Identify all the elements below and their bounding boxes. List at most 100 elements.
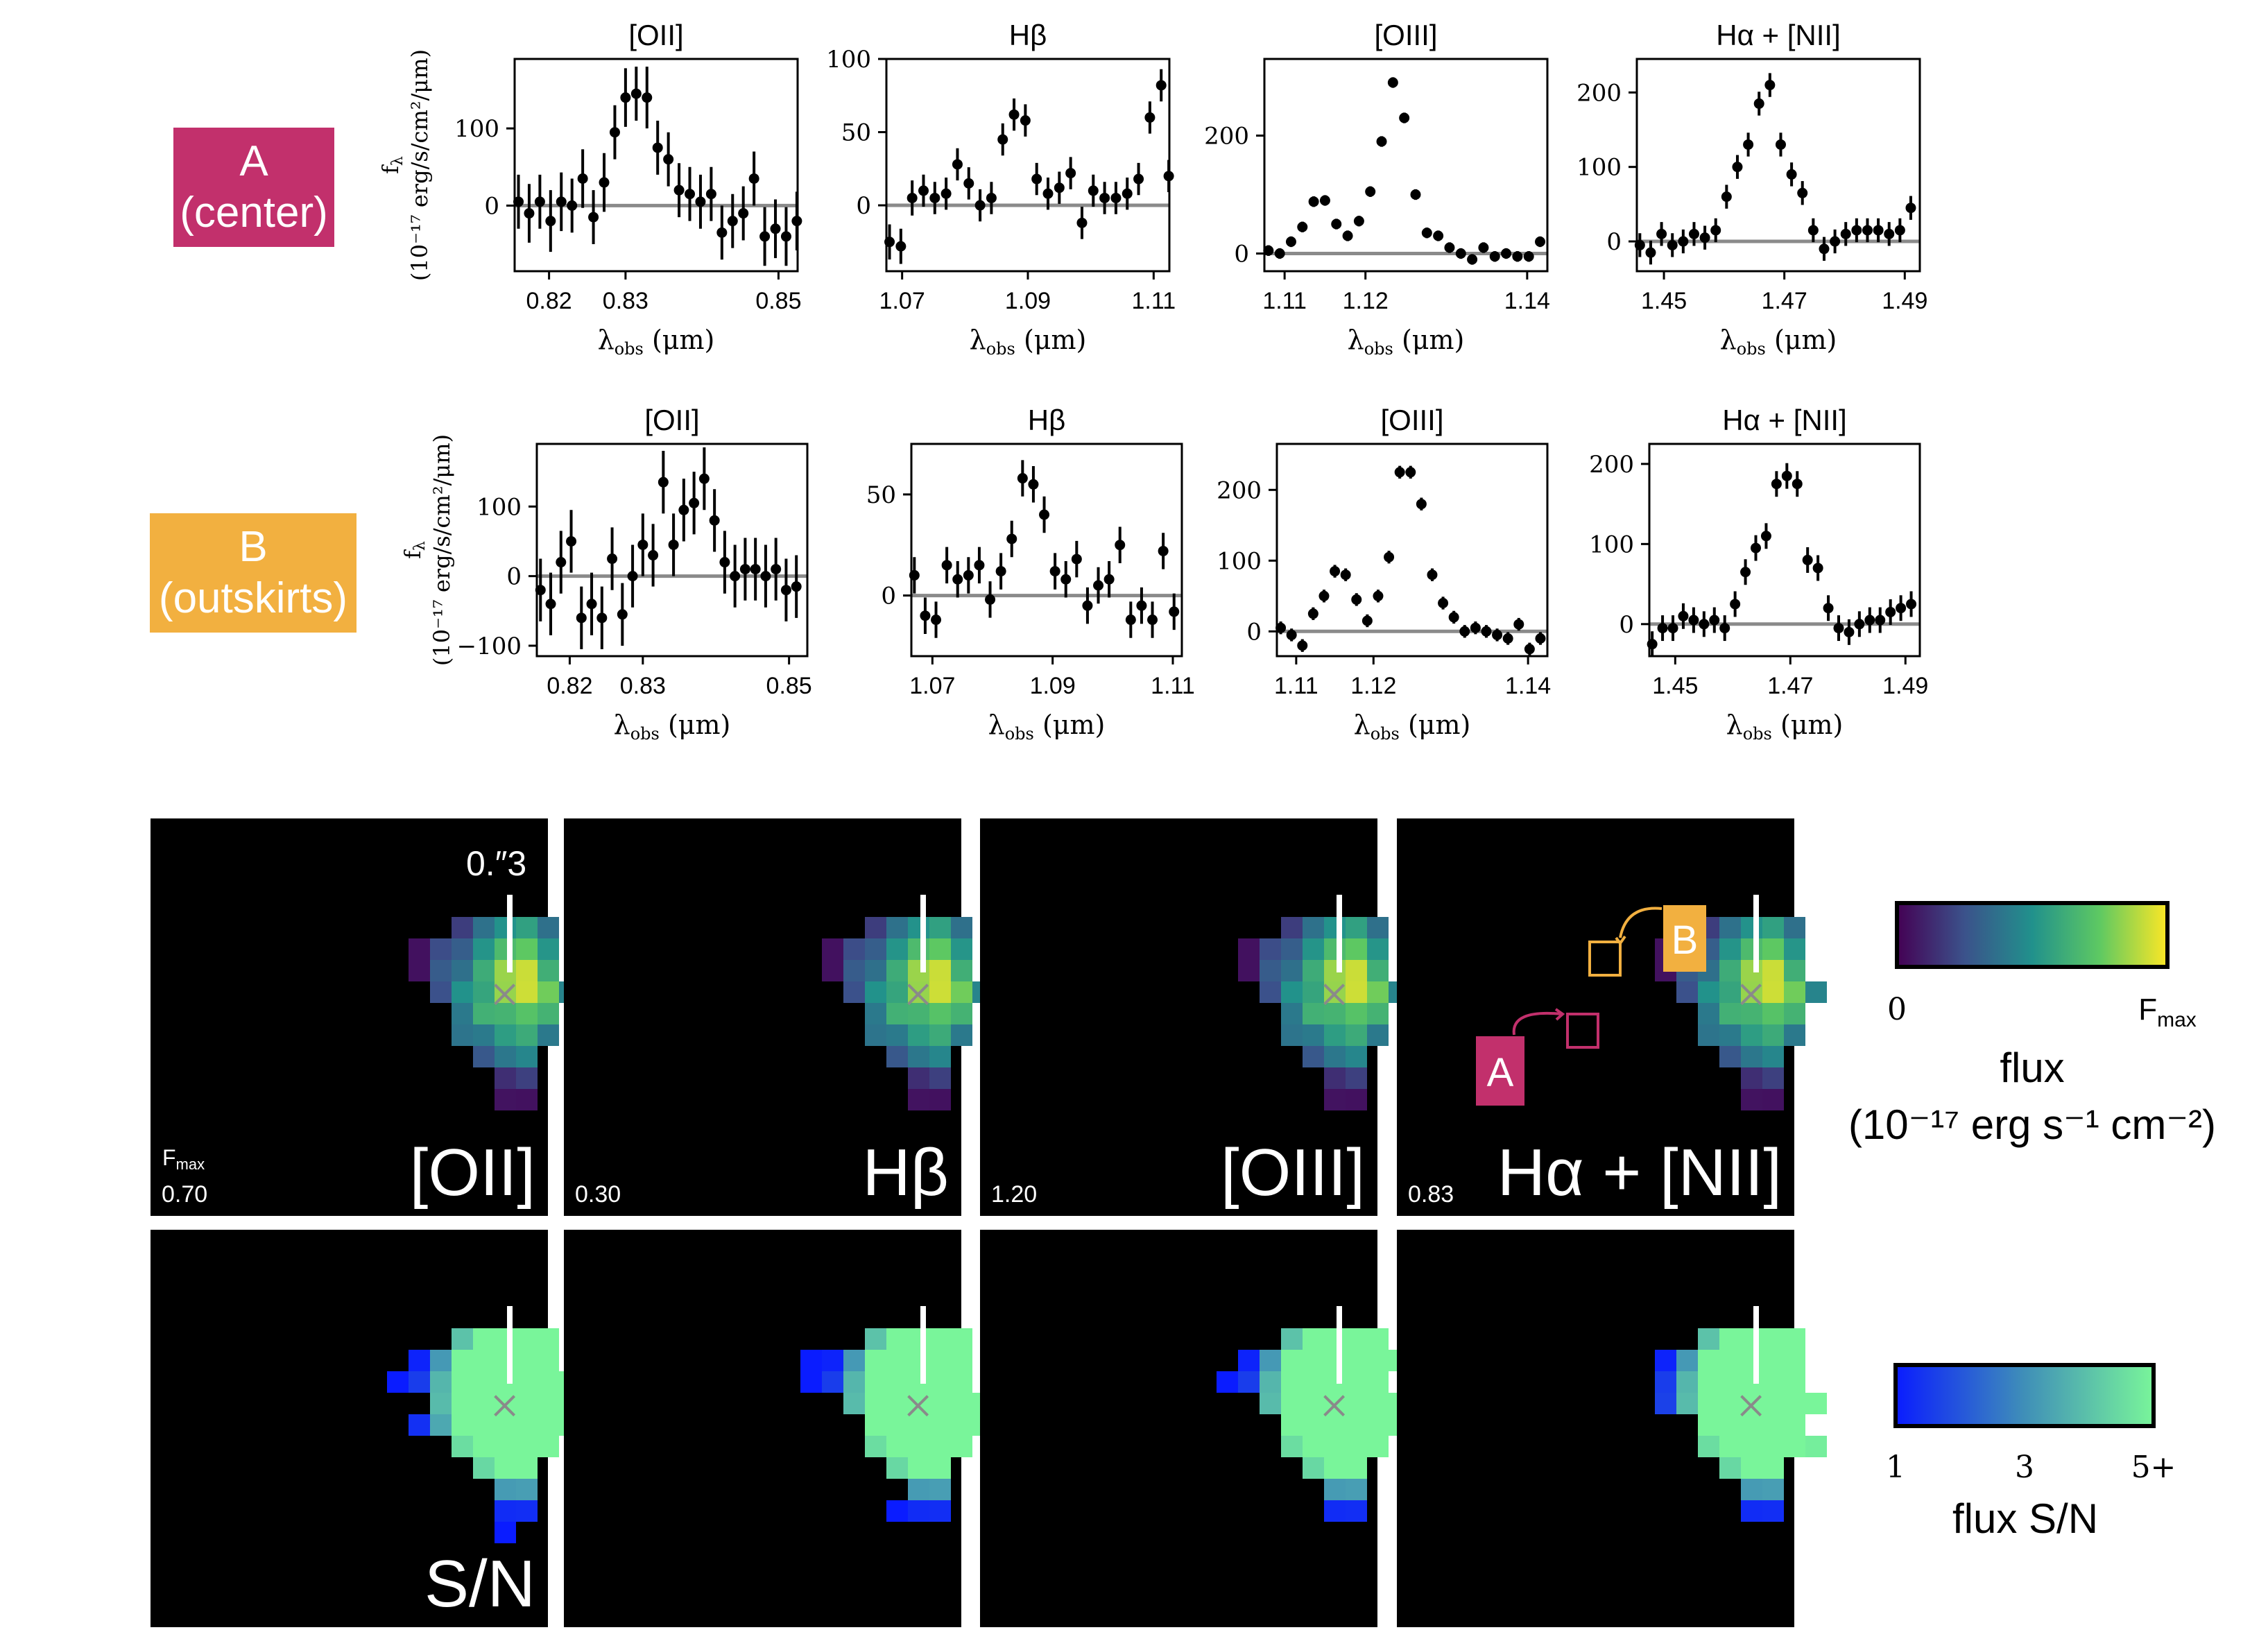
map-pixel <box>1762 1457 1784 1479</box>
data-point <box>1433 230 1444 241</box>
map-pixel <box>1741 1436 1762 1457</box>
map-pixel <box>1303 1046 1324 1067</box>
spectrum-panel: 1.45 1.47 1.49 0 100 200 Hα + [NII] λobs (μm) <box>1589 404 1928 744</box>
data-point <box>1688 228 1699 239</box>
map-pixel <box>1784 960 1805 981</box>
map-pixel <box>1238 1371 1260 1393</box>
sn-colorbar: 1 3 5+ flux S/N <box>1886 1363 2176 1542</box>
map-pixel <box>1698 1414 1719 1436</box>
x-tick-label: 1.14 <box>1505 673 1551 699</box>
map-pixel <box>1805 1393 1827 1414</box>
map-pixel <box>409 1371 430 1393</box>
map-pixel <box>1784 1414 1805 1436</box>
x-tick-label: 1.11 <box>1274 673 1318 699</box>
data-point <box>1049 566 1060 577</box>
map-pixel <box>1303 981 1324 1003</box>
region-b-box <box>1588 941 1622 977</box>
center-marker <box>494 984 516 1006</box>
map-pixel <box>473 981 495 1003</box>
map-pixel <box>929 1500 951 1522</box>
y-tick-label: 0 <box>1246 618 1262 646</box>
data-point <box>1384 551 1395 563</box>
map-pixel <box>1676 1393 1698 1414</box>
data-point <box>1444 242 1455 253</box>
map-pixel <box>1346 917 1367 938</box>
map-pixel <box>1303 1414 1324 1436</box>
data-point <box>952 574 963 585</box>
map-pixel <box>1741 938 1762 960</box>
map-pixel <box>495 1024 516 1046</box>
center-marker <box>907 984 929 1006</box>
data-point <box>1060 574 1072 585</box>
map-pixel <box>1698 1436 1719 1457</box>
map-pixel <box>1303 1457 1324 1479</box>
x-tick-label: 1.11 <box>1151 673 1195 699</box>
data-point <box>1492 629 1503 640</box>
x-tick-label: 1.12 <box>1343 288 1389 314</box>
region-a-label: A (center) <box>173 128 334 247</box>
data-point <box>1459 626 1470 637</box>
data-point <box>620 92 631 103</box>
data-point <box>1065 168 1076 179</box>
data-point <box>1478 242 1489 253</box>
map-pixel <box>865 1003 886 1024</box>
data-point <box>1751 542 1762 553</box>
data-point <box>1894 225 1905 236</box>
map-pixel <box>1741 1328 1762 1350</box>
y-tick-label: 0 <box>881 583 896 610</box>
map-pixel <box>1762 1436 1784 1457</box>
data-point <box>1862 225 1873 236</box>
data-point <box>1122 188 1133 199</box>
map-pixel <box>1698 1024 1719 1046</box>
map-pixel <box>929 981 951 1003</box>
map-pixel <box>1676 981 1698 1003</box>
data-point <box>609 127 620 138</box>
x-axis-label: λobs (μm) <box>598 325 715 359</box>
map-pixel <box>473 960 495 981</box>
data-point <box>607 553 618 565</box>
map-pixel <box>886 938 908 960</box>
map-pixel <box>1762 1328 1784 1350</box>
data-point <box>1851 225 1862 236</box>
map-pixel <box>1784 1328 1805 1350</box>
data-point <box>1688 615 1699 626</box>
map-pixel <box>1762 1046 1784 1067</box>
map-pixel <box>409 1350 430 1371</box>
data-point <box>705 189 716 200</box>
data-point <box>1342 230 1353 241</box>
map-pixel <box>1346 1457 1367 1479</box>
flux-colorbar-title: flux <box>2000 1045 2064 1091</box>
map-pixel <box>908 1479 929 1500</box>
map-pixel <box>929 1003 951 1024</box>
map-pixel <box>516 938 538 960</box>
map-pixel <box>1324 938 1346 960</box>
map-pixel <box>430 1371 452 1393</box>
data-point <box>1656 228 1667 239</box>
map-fmax-value: 1.20 <box>991 1181 1037 1208</box>
map-pixel <box>1367 1003 1389 1024</box>
map-pixel <box>538 1350 559 1371</box>
map-pixel <box>908 938 929 960</box>
map-pixel <box>886 1350 908 1371</box>
map-pixel <box>495 1371 516 1393</box>
map-pixel <box>1367 960 1389 981</box>
map-fmax-value: 0.70 <box>162 1181 207 1208</box>
data-point <box>513 196 524 207</box>
y-tick-label: 0 <box>1234 241 1249 268</box>
data-point <box>1523 251 1534 262</box>
map-pixel <box>538 1328 559 1350</box>
map-pixel <box>1324 1457 1346 1479</box>
data-point <box>567 200 578 211</box>
y-tick-label: 100 <box>1589 531 1634 558</box>
data-point <box>1144 112 1156 123</box>
map-pixel <box>430 981 452 1003</box>
map-pixel <box>865 917 886 938</box>
data-point <box>791 581 802 592</box>
data-point <box>1512 251 1523 262</box>
map-pixel <box>538 1436 559 1457</box>
map-pixel <box>1762 981 1784 1003</box>
map-pixel <box>951 917 972 938</box>
map-pixel <box>1655 1393 1676 1414</box>
map-pixel <box>1741 1350 1762 1371</box>
map-pixel <box>908 1046 929 1067</box>
